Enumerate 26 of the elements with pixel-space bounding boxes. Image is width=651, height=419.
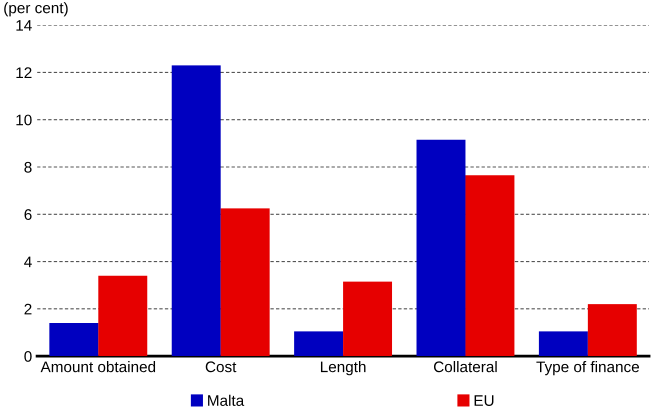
legend-label: EU <box>474 395 494 406</box>
bar <box>588 304 637 356</box>
bar <box>220 208 270 356</box>
y-tick-label: 6 <box>24 209 32 220</box>
x-tick-label: Cost <box>206 361 236 372</box>
bar <box>465 175 514 356</box>
y-axis-title: (per cent) <box>4 2 68 16</box>
y-tick-label: 2 <box>24 304 32 314</box>
x-tick-label: Type of finance <box>536 361 639 376</box>
bar <box>98 276 148 356</box>
y-tick-label: 0 <box>24 351 32 362</box>
y-tick-label: 8 <box>24 162 32 173</box>
y-tick-label: 12 <box>16 67 32 78</box>
bar <box>49 323 98 356</box>
bar <box>538 331 588 356</box>
x-tick-label: Collateral <box>434 361 497 372</box>
y-tick-label: 14 <box>16 20 32 31</box>
x-tick-label: Length <box>320 361 366 376</box>
legend-label: Malta <box>208 394 244 406</box>
bar <box>172 65 221 356</box>
bar <box>416 140 466 356</box>
y-tick-label: 4 <box>24 256 32 268</box>
y-tick-label: 10 <box>16 114 32 126</box>
bar <box>294 331 344 356</box>
bar <box>343 282 392 356</box>
x-tick-label: Amount obtained <box>40 361 156 372</box>
